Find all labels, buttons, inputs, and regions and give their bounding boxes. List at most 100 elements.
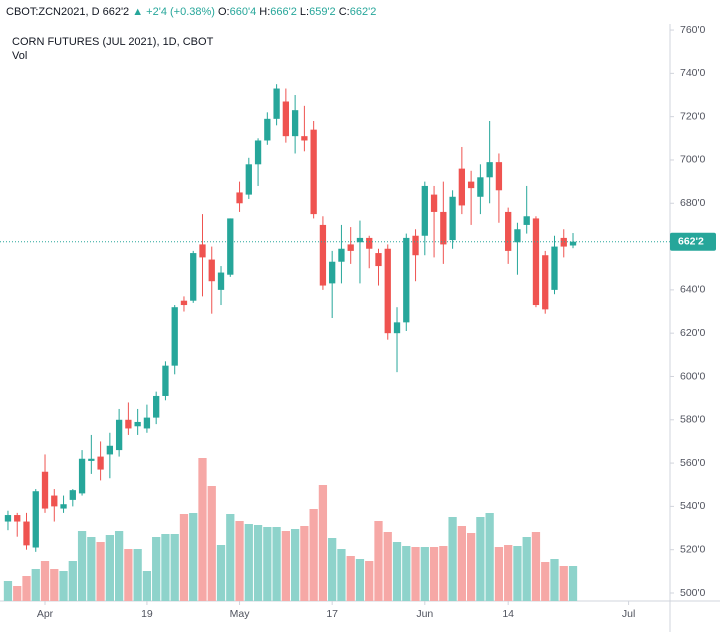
volume-bar (476, 517, 485, 601)
volume-bar (244, 524, 253, 601)
volume-bar (13, 586, 22, 601)
candle-body (134, 421, 141, 427)
volume-bar (309, 509, 318, 601)
volume-bar (355, 559, 365, 601)
candle-body (23, 521, 30, 546)
candle-body (532, 218, 540, 306)
candle-body (338, 248, 345, 262)
volume-bar (77, 531, 87, 601)
candle-body (143, 417, 151, 429)
y-tick-label: 620'0 (680, 327, 706, 339)
ohlc-label: O: (218, 6, 230, 18)
volume-bar (522, 537, 531, 601)
x-tick-label: 14 (502, 608, 514, 620)
y-tick-label: 740'0 (680, 67, 706, 79)
ohlc-label: C: (339, 6, 350, 18)
y-tick-label: 640'0 (680, 284, 706, 296)
last-price-label: 662'2 (678, 235, 704, 247)
ohlc-value: 660'4 (230, 6, 257, 18)
volume-bar (402, 546, 411, 601)
ohlc-value: 666'2 (270, 6, 297, 18)
candle-body (190, 253, 197, 301)
chart-title: CORN FUTURES (JUL 2021), 1D, CBOT (12, 36, 214, 48)
volume-bar (253, 525, 263, 601)
ohlc-value: 659'2 (309, 6, 336, 18)
volume-bar (133, 549, 142, 601)
y-tick-label: 760'0 (680, 24, 706, 36)
candle-body (88, 458, 95, 461)
candle-body (125, 419, 132, 429)
volume-bar (68, 561, 77, 601)
volume-bar (485, 513, 494, 601)
candle-body (366, 237, 373, 249)
volume-bar (466, 533, 476, 601)
y-tick-label: 560'0 (680, 457, 706, 469)
volume-bar (559, 566, 568, 601)
volume-bar (346, 556, 355, 601)
candle-body (375, 253, 382, 267)
volume-bar (328, 538, 337, 601)
candle-body (477, 177, 484, 197)
candle-body (106, 445, 114, 455)
volume-bar (31, 569, 40, 601)
price: 662'2 (103, 6, 130, 18)
candle-body (551, 246, 558, 290)
volume-bar (40, 561, 50, 601)
volume-bar (420, 547, 429, 601)
volume-bar (513, 546, 522, 601)
candle-body (458, 168, 466, 206)
y-tick-label: 680'0 (680, 197, 706, 209)
candle-body (60, 504, 67, 509)
candle-body (560, 237, 567, 247)
candle-body (245, 164, 252, 195)
volume-bar (300, 526, 309, 601)
volume-bar (216, 545, 226, 601)
candle-body (421, 185, 428, 236)
y-tick-label: 500'0 (680, 587, 706, 599)
candle-body (449, 196, 456, 241)
volume-bar (457, 526, 466, 601)
volume-bar (263, 527, 272, 601)
candle-body (291, 110, 299, 137)
y-tick-label: 520'0 (680, 543, 706, 555)
volume-bar (272, 527, 281, 601)
candle-body (486, 162, 493, 178)
volume-bar (22, 576, 31, 601)
candle-body (393, 322, 401, 334)
volume-label: Vol (12, 50, 27, 62)
candle-body (347, 244, 354, 251)
volume-bar (429, 547, 439, 601)
volume-bar (179, 514, 189, 601)
volume-bar (96, 542, 105, 601)
candle-body (97, 456, 104, 470)
candle-body (356, 237, 364, 243)
candle-body (542, 255, 549, 310)
volume-bar (50, 569, 59, 601)
volume-bar (541, 562, 550, 601)
x-tick-label: Apr (37, 608, 54, 620)
volume-bar (198, 458, 207, 601)
volume-bar (365, 561, 374, 601)
candle-body (162, 365, 169, 396)
volume-bar (226, 514, 235, 601)
y-tick-label: 600'0 (680, 370, 706, 382)
volume-bar (568, 566, 578, 601)
candle-body (505, 211, 512, 251)
change: ▲ +2'4 (+0.38%) (132, 6, 215, 18)
candle-body (282, 101, 290, 137)
candle-body (180, 300, 188, 306)
volume-bar (235, 521, 244, 601)
ohlc-label: L: (300, 6, 309, 18)
candle-body (199, 244, 206, 258)
volume-bar (161, 534, 170, 601)
volume-bar (494, 547, 504, 601)
candle-body (227, 218, 234, 275)
x-tick-label: 19 (141, 608, 153, 620)
y-tick-label: 540'0 (680, 500, 706, 512)
volume-bar (114, 531, 124, 601)
volume-bar (318, 485, 328, 601)
last-price-box (670, 232, 716, 251)
candle-body (51, 495, 58, 507)
volume-bar (142, 571, 152, 601)
